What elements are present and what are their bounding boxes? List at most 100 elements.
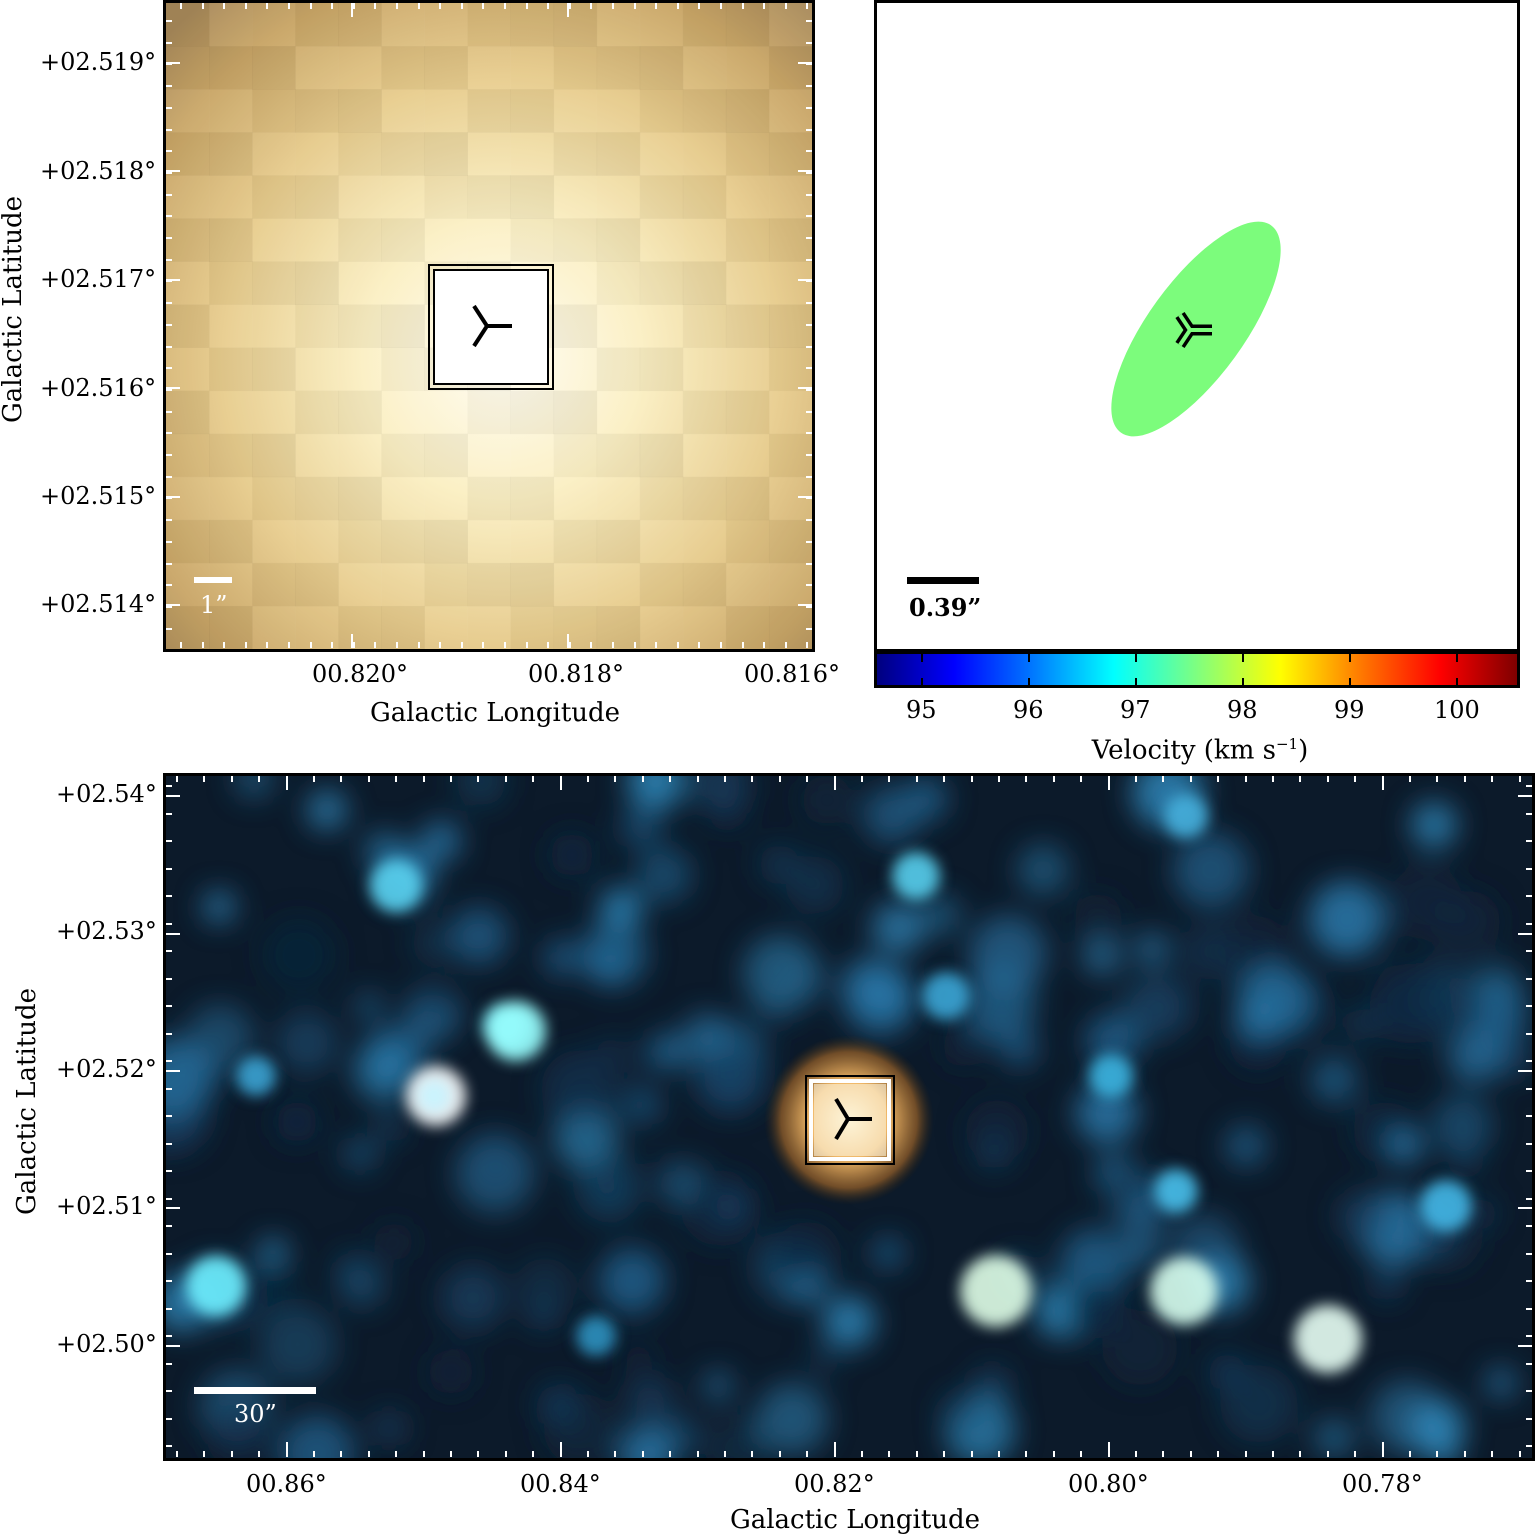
axis-tick [1349, 654, 1351, 662]
axis-tick [166, 1070, 180, 1072]
axis-tick [417, 642, 420, 648]
axis-tick [751, 776, 754, 782]
colorbar-tick-100: 100 [1434, 696, 1480, 724]
axis-tick [201, 3, 204, 9]
axis-tick [166, 1197, 172, 1200]
axis-tick [833, 776, 836, 782]
axis-tick [806, 540, 812, 543]
axis-tick [166, 950, 172, 952]
axis-tick [798, 387, 812, 389]
top-left-y-axis-label: Galactic Latitude [0, 196, 28, 423]
axis-tick [166, 1225, 172, 1227]
axis-tick [166, 1445, 172, 1447]
axis-tick [166, 150, 172, 153]
axis-tick [166, 345, 172, 348]
axis-tick [798, 62, 812, 64]
axis-tick [313, 776, 315, 782]
axis-tick [266, 3, 269, 9]
axis-tick [504, 642, 506, 648]
axis-tick [1382, 1442, 1384, 1456]
axis-tick [1526, 922, 1532, 925]
axis-tick [166, 410, 172, 413]
axis-tick [567, 3, 569, 17]
axis-tick [806, 150, 812, 153]
axis-tick [1354, 776, 1357, 782]
axis-tick [720, 3, 722, 9]
axis-tick [806, 20, 812, 22]
axis-tick [806, 776, 809, 782]
axis-tick [806, 562, 812, 565]
axis-tick [834, 1442, 836, 1456]
axis-tick [1326, 776, 1329, 782]
axis-tick [778, 776, 781, 782]
axis-tick [806, 193, 812, 196]
axis-tick [285, 776, 288, 782]
colorbar-tick-97: 97 [1120, 696, 1151, 724]
axis-tick [1108, 1442, 1110, 1456]
axis-tick [166, 1345, 180, 1347]
axis-tick [1217, 1451, 1220, 1457]
axis-tick [166, 1280, 172, 1282]
axis-tick [724, 776, 726, 782]
bottom-field-image [166, 776, 1532, 1458]
axis-tick [1326, 1451, 1329, 1457]
axis-tick [166, 367, 172, 370]
axis-tick [396, 642, 398, 648]
bottom-xtick-1: 00.84° [520, 1470, 601, 1498]
axis-tick [567, 634, 569, 648]
axis-tick [166, 795, 180, 797]
axis-tick [166, 128, 172, 131]
bottom-ytick-0: +02.54° [56, 780, 157, 808]
scale-bar-label: 1” [200, 591, 228, 619]
axis-tick [286, 1442, 288, 1456]
axis-tick [1189, 776, 1192, 782]
axis-tick [833, 1451, 836, 1457]
axis-tick [806, 432, 812, 435]
axis-tick [547, 642, 550, 648]
axis-tick [798, 170, 812, 172]
axis-tick [1526, 1417, 1532, 1420]
axis-tick [633, 642, 636, 648]
axis-tick [1518, 1070, 1532, 1072]
axis-tick [1456, 654, 1458, 662]
axis-tick [166, 85, 172, 88]
axis-tick [806, 605, 812, 608]
axis-tick [201, 642, 204, 648]
axis-tick [560, 1442, 562, 1456]
axis-tick [676, 3, 679, 9]
axis-tick [374, 3, 377, 9]
axis-tick [1518, 933, 1532, 935]
axis-tick [166, 475, 172, 478]
bottom-ytick-4: +02.50° [56, 1330, 157, 1358]
axis-tick [798, 279, 812, 281]
axis-tick [806, 41, 812, 44]
axis-tick [166, 1060, 172, 1062]
axis-tick [1025, 776, 1028, 782]
axis-tick [166, 171, 172, 174]
axis-tick [331, 3, 334, 9]
axis-tick [806, 128, 812, 131]
axis-tick [633, 3, 636, 9]
scale-bar-label: 0.39” [909, 593, 982, 622]
axis-tick [1526, 1445, 1532, 1447]
axis-tick [1526, 977, 1532, 980]
axis-tick [166, 62, 180, 64]
axis-tick [547, 3, 550, 9]
axis-tick [1491, 1451, 1494, 1457]
axis-tick [861, 776, 863, 782]
axis-tick [166, 785, 172, 787]
axis-tick [450, 1451, 452, 1457]
top-left-ytick-2: +02.517° [40, 265, 157, 293]
axis-tick [641, 1451, 644, 1457]
axis-tick [166, 454, 172, 456]
axis-tick [1526, 1252, 1532, 1255]
velocity-colorbar [874, 651, 1520, 688]
axis-tick [1526, 867, 1532, 870]
axis-tick [1526, 1087, 1532, 1090]
top-left-xtick-2: 00.816° [744, 660, 840, 688]
axis-tick [166, 387, 180, 389]
axis-tick [166, 519, 172, 522]
axis-tick [460, 642, 463, 648]
axis-tick [166, 1417, 172, 1420]
axis-tick [340, 776, 343, 782]
